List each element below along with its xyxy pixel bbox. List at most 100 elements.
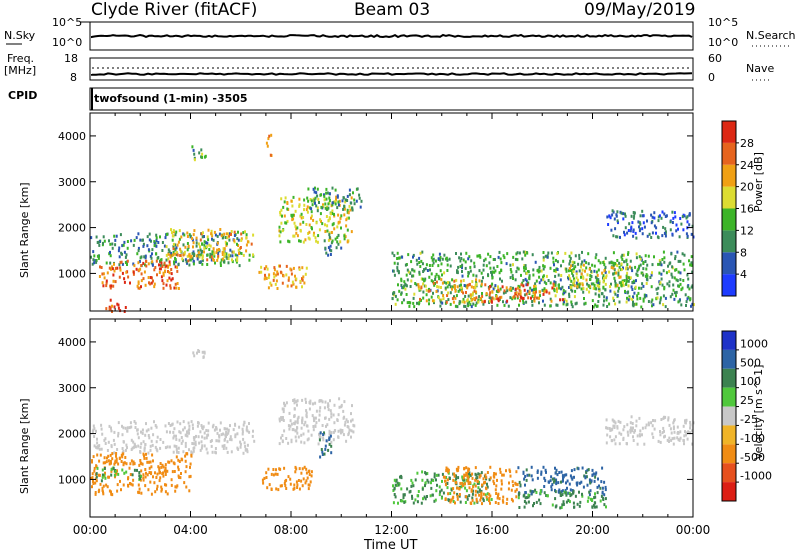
heatmap-cell	[461, 482, 464, 485]
heatmap-cell	[284, 403, 287, 407]
heatmap-cell	[556, 268, 559, 271]
heatmap-cell	[436, 289, 439, 293]
heatmap-cell	[569, 259, 572, 263]
heatmap-cell	[149, 254, 152, 258]
heatmap-cell	[197, 249, 200, 253]
heatmap-cell	[292, 213, 295, 217]
heatmap-cell	[454, 304, 457, 308]
freq-unit: [MHz]	[4, 64, 37, 77]
heatmap-cell	[684, 430, 686, 434]
heatmap-cell	[298, 204, 301, 208]
heatmap-cell	[97, 473, 100, 477]
heatmap-cell	[172, 245, 175, 249]
heatmap-cell	[481, 292, 483, 295]
heatmap-cell	[498, 296, 501, 300]
heatmap-cell	[155, 476, 158, 479]
heatmap-cell	[419, 265, 422, 268]
heatmap-cell	[430, 272, 433, 276]
heatmap-cell	[285, 437, 288, 440]
heatmap-cell	[314, 416, 317, 420]
heatmap-cell	[643, 295, 646, 299]
heatmap-cell	[582, 290, 585, 294]
heatmap-cell	[620, 262, 623, 266]
heatmap-cell	[533, 288, 535, 291]
heatmap-cell	[550, 488, 553, 492]
heatmap-cell	[356, 187, 359, 191]
heatmap-cell	[666, 438, 669, 442]
heatmap-cell	[629, 229, 632, 233]
heatmap-cell	[672, 216, 675, 220]
heatmap-cell	[455, 252, 457, 255]
heatmap-cell	[92, 424, 95, 428]
heatmap-cell	[193, 254, 195, 257]
heatmap-cell	[325, 439, 328, 443]
heatmap-cell	[564, 491, 567, 495]
heatmap-cell	[628, 295, 631, 299]
heatmap-cell	[509, 474, 512, 478]
heatmap-cell	[623, 425, 626, 429]
heatmap-cell	[549, 281, 552, 285]
heatmap-cell	[473, 297, 476, 300]
heatmap-cell	[630, 214, 633, 218]
heatmap-cell	[393, 291, 396, 295]
heatmap-cell	[555, 478, 558, 482]
heatmap-cell	[442, 294, 445, 297]
heatmap-cell	[120, 460, 123, 463]
heatmap-cell	[581, 466, 584, 470]
heatmap-cell	[500, 479, 503, 483]
heatmap-cell	[172, 461, 175, 465]
heatmap-cell	[275, 487, 278, 491]
heatmap-cell	[594, 501, 597, 505]
heatmap-cell	[470, 305, 473, 309]
heatmap-cell	[600, 494, 603, 498]
heatmap-cell	[605, 296, 608, 300]
heatmap-cell	[219, 228, 222, 231]
heatmap-cell	[642, 267, 645, 271]
heatmap-cell	[96, 441, 99, 445]
heatmap-cell	[193, 229, 196, 233]
heatmap-cell	[486, 485, 489, 489]
heatmap-cell	[272, 468, 275, 471]
heatmap-cell	[234, 253, 237, 257]
heatmap-cell	[119, 260, 122, 264]
heatmap-cell	[440, 488, 443, 492]
heatmap-cell	[651, 263, 654, 267]
heatmap-cell	[307, 470, 310, 473]
heatmap-cell	[670, 252, 673, 256]
heatmap-cell	[595, 505, 598, 509]
heatmap-cell	[293, 422, 296, 426]
heatmap-cell	[453, 279, 456, 283]
heatmap-cell	[630, 226, 633, 230]
heatmap-cell	[190, 254, 193, 258]
heatmap-cell	[673, 436, 676, 440]
heatmap-cell	[197, 349, 200, 352]
heatmap-cell	[411, 494, 413, 498]
heatmap-cell	[559, 491, 562, 495]
heatmap-cell	[563, 473, 566, 477]
heatmap-cell	[533, 284, 536, 288]
heatmap-cell	[165, 483, 168, 487]
heatmap-cell	[301, 416, 304, 420]
colorbar-swatch	[722, 164, 736, 187]
heatmap-cell	[401, 286, 404, 290]
heatmap-cell	[605, 298, 608, 302]
heatmap-cell	[298, 197, 301, 201]
heatmap-cell	[478, 480, 480, 484]
heatmap-cell	[492, 258, 495, 261]
heatmap-cell	[153, 420, 155, 424]
heatmap-cell	[525, 468, 528, 472]
heatmap-cell	[494, 269, 497, 273]
colorbar-swatch	[722, 208, 736, 231]
heatmap-cell	[306, 210, 309, 214]
heatmap-cell	[463, 467, 466, 471]
heatmap-cell	[196, 424, 199, 428]
heatmap-cell	[620, 432, 623, 436]
heatmap-cell	[148, 471, 151, 474]
heatmap-cell	[154, 471, 156, 475]
heatmap-cell	[305, 411, 308, 415]
heatmap-cell	[101, 468, 104, 472]
heatmap-cell	[93, 469, 96, 473]
heatmap-cell	[570, 476, 573, 480]
heatmap-cell	[296, 483, 299, 487]
heatmap-cell	[173, 262, 176, 266]
